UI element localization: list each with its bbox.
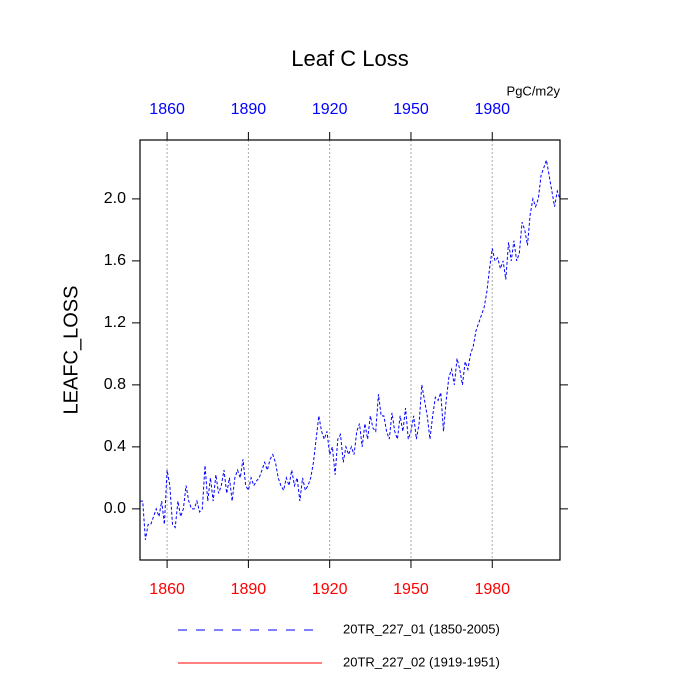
y-tick-label: 1.6 [104, 252, 126, 269]
x-tick-label-top: 1860 [149, 101, 185, 118]
x-tick-label: 1920 [312, 581, 348, 598]
series-line [140, 158, 561, 540]
legend-label: 20TR_227_02 (1919-1951) [343, 654, 500, 669]
x-tick-label: 1860 [149, 581, 185, 598]
x-tick-label-top: 1920 [312, 101, 348, 118]
x-tick-label: 1890 [231, 581, 267, 598]
x-tick-label-top: 1890 [231, 101, 267, 118]
y-tick-label: 2.0 [104, 190, 126, 207]
x-tick-label: 1950 [393, 581, 429, 598]
legend-label: 20TR_227_01 (1850-2005) [343, 621, 500, 636]
y-tick-label: 0.0 [104, 500, 126, 517]
y-axis-label: LEAFC_LOSS [60, 286, 82, 415]
x-tick-label-top: 1980 [474, 101, 510, 118]
y-tick-label: 0.4 [104, 438, 126, 455]
x-tick-label: 1980 [474, 581, 510, 598]
y-tick-label: 1.2 [104, 314, 126, 331]
chart-title: Leaf C Loss [291, 46, 408, 71]
plot-frame [139, 139, 561, 561]
units-label: PgC/m2y [507, 83, 561, 98]
x-tick-label-top: 1950 [393, 101, 429, 118]
y-tick-label: 0.8 [104, 376, 126, 393]
